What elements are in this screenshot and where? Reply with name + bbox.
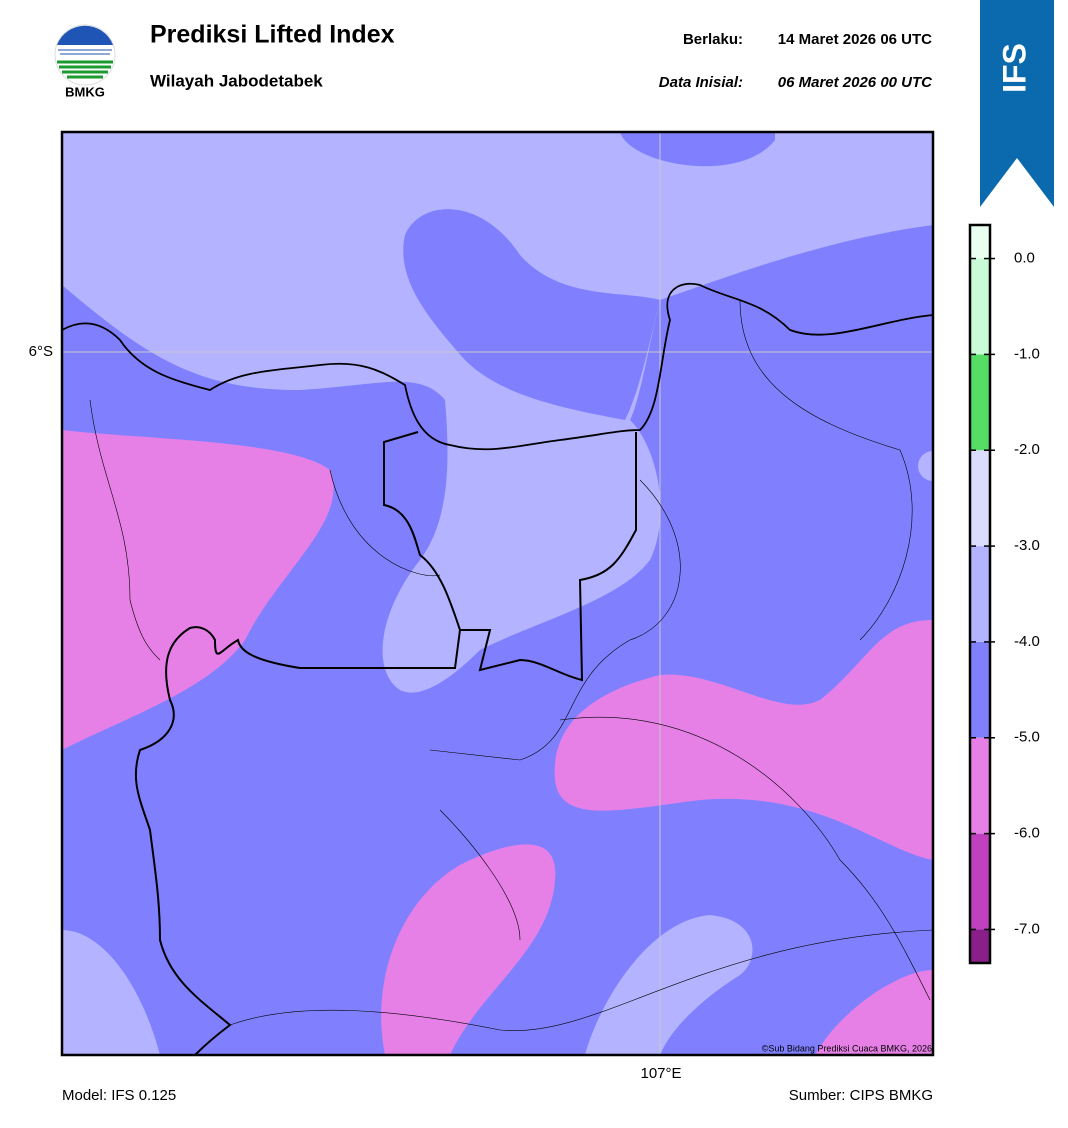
source: Sumber: CIPS BMKG (789, 1087, 933, 1104)
colorbar-band (970, 737, 990, 834)
subtitle: Wilayah Jabodetabek (150, 71, 323, 90)
lon-label: 107°E (640, 1065, 681, 1082)
colorbar-tick-label: 0.0 (1014, 250, 1035, 267)
colorbar-band (970, 833, 990, 930)
model: Model: IFS 0.125 (62, 1087, 176, 1104)
logo (54, 24, 116, 86)
copyright: ©Sub Bidang Prediksi Cuaca BMKG, 2026 (762, 1043, 932, 1053)
map: ©Sub Bidang Prediksi Cuaca BMKG, 2026 (62, 132, 933, 1055)
colorbar-tick-label: -3.0 (1014, 537, 1040, 554)
init-label: Data Inisial: (659, 74, 743, 91)
colorbar-tick-label: -1.0 (1014, 345, 1040, 362)
colorbar-band (970, 258, 990, 355)
colorbar-band (970, 225, 990, 259)
colorbar-frame (968, 223, 992, 965)
badge (980, 0, 1054, 207)
title: Prediksi Lifted Index (150, 21, 395, 49)
colorbar-band (970, 354, 990, 451)
colorbar-band (970, 450, 990, 547)
valid-label: Berlaku: (683, 31, 743, 48)
colorbar-tick-label: -7.0 (1014, 920, 1040, 937)
colorbar-tick-label: -6.0 (1014, 825, 1040, 842)
colorbar-tick-label: -2.0 (1014, 441, 1040, 458)
init-date: 06 Maret 2026 00 UTC (778, 74, 933, 91)
colorbar-tick-label: -4.0 (1014, 633, 1040, 650)
colorbar: 0.0 -1.0 -2.0 -3.0 -4.0 -5.0 -6.0 -7.0 (968, 223, 1040, 965)
map-frame (60, 130, 935, 1057)
colorbar-band (970, 641, 990, 738)
badge-text: IFS (996, 43, 1032, 93)
colorbar-band (970, 929, 990, 963)
valid-date: 14 Maret 2026 06 UTC (778, 31, 932, 48)
lat-label: 6°S (29, 343, 53, 360)
colorbar-tick-label: -5.0 (1014, 729, 1040, 746)
colorbar-band (970, 546, 990, 642)
logo-text: BMKG (65, 84, 105, 99)
